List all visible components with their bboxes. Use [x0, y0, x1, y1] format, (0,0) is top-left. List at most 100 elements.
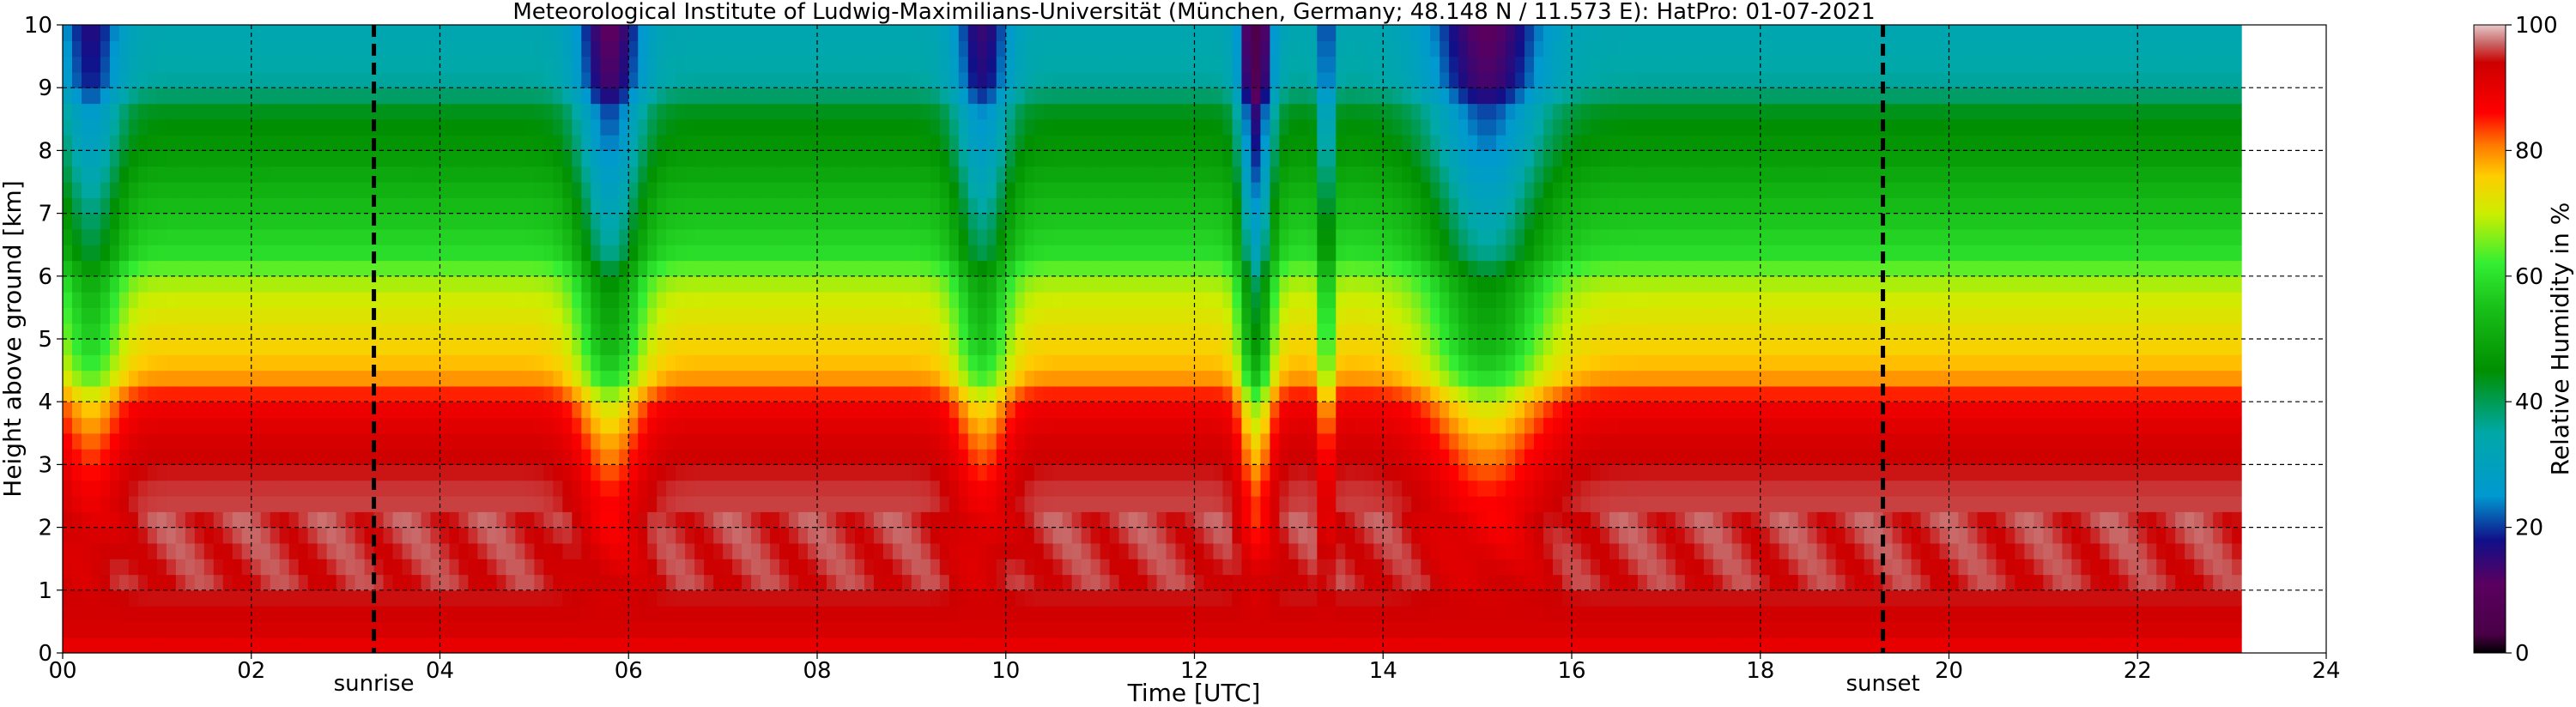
heatmap-cell	[496, 182, 507, 198]
heatmap-cell	[63, 402, 73, 419]
heatmap-cell	[194, 370, 205, 387]
heatmap-cell	[213, 25, 224, 41]
heatmap-cell	[996, 292, 1007, 308]
heatmap-cell	[241, 103, 252, 120]
heatmap-cell	[1194, 559, 1205, 576]
heatmap-cell	[742, 339, 752, 355]
heatmap-cell	[1175, 40, 1186, 57]
heatmap-cell	[553, 135, 563, 151]
heatmap-cell	[402, 260, 413, 277]
heatmap-cell	[939, 228, 950, 245]
heatmap-cell	[90, 511, 101, 529]
heatmap-cell	[1071, 25, 1082, 41]
heatmap-cell	[1156, 275, 1167, 293]
heatmap-cell	[534, 354, 544, 372]
heatmap-cell	[222, 323, 233, 340]
heatmap-cell	[496, 432, 507, 450]
heatmap-cell	[1194, 213, 1205, 230]
heatmap-cell	[279, 339, 290, 355]
heatmap-cell	[647, 527, 658, 544]
heatmap-cell	[873, 496, 884, 512]
heatmap-cell	[175, 245, 186, 262]
heatmap-cell	[203, 574, 215, 591]
heatmap-cell	[1005, 275, 1016, 293]
heatmap-cell	[845, 25, 856, 41]
heatmap-cell	[1137, 197, 1149, 215]
heatmap-cell	[317, 213, 328, 230]
heatmap-cell	[307, 637, 318, 653]
heatmap-cell	[1185, 496, 1196, 512]
heatmap-cell	[128, 260, 139, 277]
heatmap-cell	[411, 432, 422, 450]
heatmap-cell	[506, 260, 516, 277]
heatmap-cell	[449, 339, 460, 355]
heatmap-cell	[920, 402, 931, 419]
heatmap-cell	[63, 135, 73, 151]
heatmap-cell	[156, 245, 167, 262]
heatmap-cell	[487, 213, 498, 230]
heatmap-cell	[958, 40, 969, 57]
heatmap-cell	[572, 88, 582, 105]
heatmap-cell	[1100, 511, 1111, 529]
heatmap-cell	[63, 25, 73, 41]
heatmap-cell	[1128, 292, 1139, 308]
heatmap-cell	[298, 339, 309, 355]
heatmap-cell	[1213, 56, 1224, 73]
heatmap-cell	[789, 166, 799, 183]
heatmap-cell	[1194, 370, 1205, 387]
heatmap-cell	[572, 496, 582, 512]
heatmap-cell	[1090, 511, 1101, 529]
heatmap-cell	[260, 527, 271, 544]
heatmap-cell	[402, 150, 413, 167]
heatmap-cell	[534, 260, 544, 277]
heatmap-cell	[628, 621, 639, 638]
heatmap-cell	[288, 339, 300, 355]
heatmap-cell	[1166, 71, 1177, 88]
heatmap-cell	[751, 150, 761, 167]
heatmap-cell	[326, 385, 337, 402]
heatmap-cell	[166, 559, 177, 576]
heatmap-cell	[967, 182, 979, 198]
heatmap-cell	[1137, 135, 1149, 151]
heatmap-cell	[203, 480, 215, 497]
heatmap-cell	[562, 621, 573, 638]
heatmap-cell	[930, 275, 941, 293]
heatmap-cell	[336, 197, 347, 215]
heatmap-cell	[270, 103, 281, 120]
heatmap-cell	[326, 527, 337, 544]
heatmap-cell	[901, 402, 912, 419]
heatmap-cell	[562, 307, 573, 324]
heatmap-cell	[808, 25, 818, 41]
heatmap-cell	[336, 260, 347, 277]
heatmap-cell	[1005, 480, 1016, 497]
heatmap-cell	[817, 574, 827, 591]
heatmap-cell	[100, 135, 111, 151]
heatmap-cell	[137, 103, 148, 120]
heatmap-cell	[213, 135, 224, 151]
heatmap-cell	[949, 166, 960, 183]
heatmap-cell	[1033, 589, 1045, 607]
heatmap-cell	[128, 606, 139, 622]
heatmap-cell	[458, 527, 470, 544]
heatmap-cell	[449, 464, 460, 481]
heatmap-cell	[1137, 150, 1149, 167]
heatmap-cell	[317, 228, 328, 245]
heatmap-cell	[524, 621, 535, 638]
heatmap-cell	[882, 182, 894, 198]
heatmap-cell	[1232, 307, 1243, 324]
heatmap-cell	[647, 496, 658, 512]
heatmap-cell	[1052, 166, 1064, 183]
heatmap-cell	[458, 135, 470, 151]
heatmap-cell	[534, 40, 544, 57]
heatmap-cell	[147, 25, 158, 41]
heatmap-cell	[572, 25, 582, 41]
heatmap-cell	[71, 574, 82, 591]
heatmap-cell	[572, 621, 582, 638]
heatmap-cell	[496, 402, 507, 419]
heatmap-cell	[118, 449, 130, 465]
heatmap-cell	[534, 464, 544, 481]
heatmap-cell	[920, 542, 931, 559]
heatmap-cell	[298, 166, 309, 183]
heatmap-cell	[694, 417, 705, 434]
heatmap-cell	[676, 292, 686, 308]
